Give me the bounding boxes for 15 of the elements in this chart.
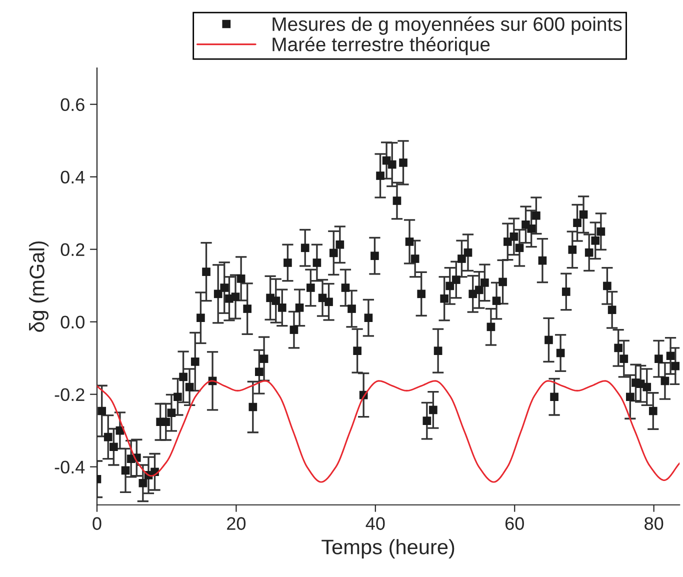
legend-label: Mesures de g moyennées sur 600 points [272,16,622,35]
y-tick-label: 0.0 [60,316,84,329]
x-tick-label: 20 [227,517,246,530]
y-tick-label: -0.2 [54,388,84,402]
x-tick-label: 80 [644,517,664,530]
x-tick-label: 0 [92,517,102,530]
y-tick-label: 0.4 [60,170,85,184]
x-tick-label: 60 [505,517,524,530]
legend-label: Marée terrestre théorique [272,36,490,56]
y-tick-label: -0.4 [54,460,85,474]
x-tick-label: 40 [366,517,385,530]
y-tick-label: 0.2 [60,243,84,256]
y-axis-title: δg (mGal) [29,241,49,332]
x-axis-title: Temps (heure) [322,539,454,558]
y-tick-label: 0.6 [60,98,84,112]
